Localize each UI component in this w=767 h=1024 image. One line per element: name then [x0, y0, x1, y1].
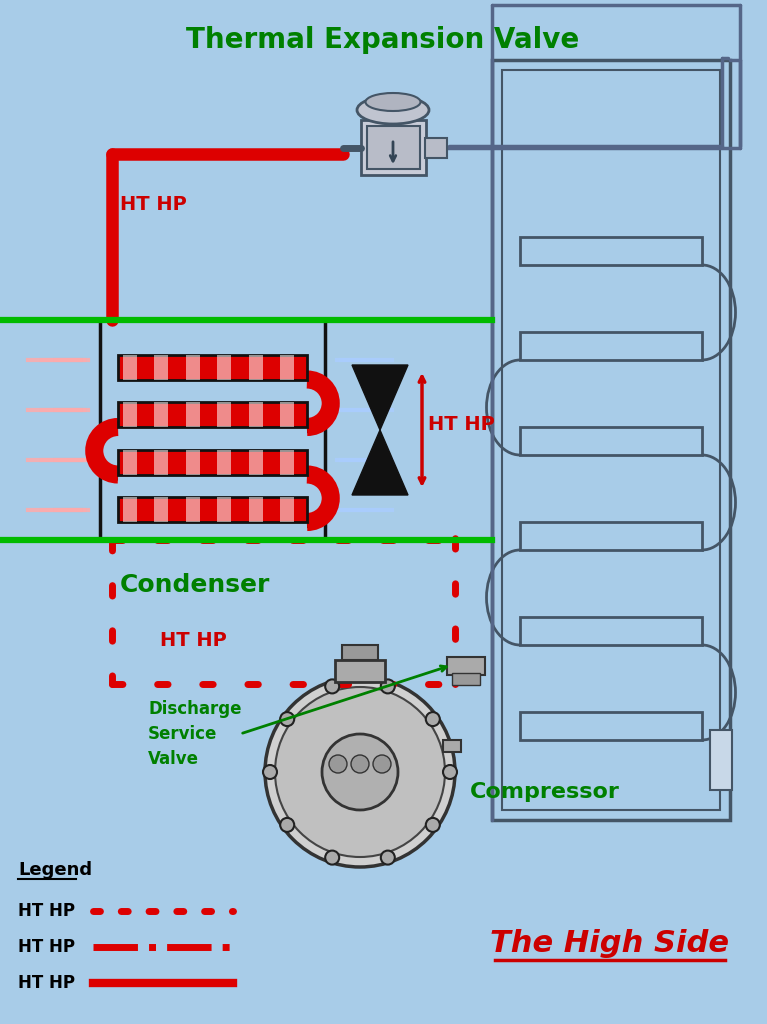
Bar [249, 498, 263, 522]
Text: HT HP: HT HP [18, 902, 75, 920]
Bar [100, 319, 325, 540]
Bar [123, 498, 137, 522]
Bar [520, 712, 702, 740]
Bar [520, 427, 702, 455]
Bar [118, 402, 307, 427]
Bar [217, 450, 232, 474]
Bar [520, 332, 702, 360]
Circle shape [280, 712, 295, 726]
Bar [154, 498, 169, 522]
Polygon shape [352, 365, 408, 430]
Bar [186, 498, 200, 522]
Bar [123, 402, 137, 427]
Text: Legend: Legend [18, 861, 92, 879]
Bar [361, 120, 426, 175]
Text: HT HP: HT HP [18, 938, 75, 956]
Bar [186, 402, 200, 427]
Bar [280, 498, 295, 522]
Bar [520, 237, 702, 265]
Circle shape [325, 679, 339, 693]
Text: HT HP: HT HP [18, 974, 75, 992]
Bar [249, 354, 263, 380]
Bar [123, 450, 137, 474]
Circle shape [380, 851, 395, 864]
Bar [520, 617, 702, 645]
Bar [217, 402, 232, 427]
Bar [280, 450, 295, 474]
Bar [217, 354, 232, 380]
Ellipse shape [357, 96, 429, 124]
Bar [186, 354, 200, 380]
Bar [335, 660, 385, 682]
Circle shape [380, 679, 395, 693]
Bar [186, 450, 200, 474]
Circle shape [329, 755, 347, 773]
Bar [154, 402, 169, 427]
Bar [367, 126, 420, 169]
Circle shape [275, 687, 445, 857]
Circle shape [322, 734, 398, 810]
Bar [443, 740, 461, 752]
Circle shape [443, 765, 457, 779]
Bar [502, 70, 720, 810]
Bar [492, 60, 730, 820]
Circle shape [280, 818, 295, 831]
Circle shape [426, 712, 439, 726]
Text: Compressor: Compressor [470, 782, 620, 802]
Bar [118, 354, 307, 380]
Text: HT HP: HT HP [120, 195, 186, 213]
Text: Condenser: Condenser [120, 573, 271, 597]
Text: Thermal Expansion Valve: Thermal Expansion Valve [186, 26, 580, 54]
Circle shape [373, 755, 391, 773]
Circle shape [351, 755, 369, 773]
Bar [154, 450, 169, 474]
Bar [154, 354, 169, 380]
Ellipse shape [366, 93, 420, 111]
Bar [447, 657, 485, 675]
Text: HT HP: HT HP [160, 631, 227, 649]
Bar [452, 673, 480, 685]
Bar [280, 354, 295, 380]
Bar [520, 522, 702, 550]
Bar [217, 498, 232, 522]
Circle shape [263, 765, 277, 779]
Bar [710, 730, 732, 790]
Bar [280, 402, 295, 427]
Text: HT HP: HT HP [428, 416, 495, 434]
Circle shape [325, 851, 339, 864]
Bar [249, 450, 263, 474]
Bar [123, 354, 137, 380]
Text: Discharge
Service
Valve: Discharge Service Valve [148, 700, 242, 768]
Text: The High Side: The High Side [491, 930, 729, 958]
Bar [425, 138, 447, 158]
Bar [342, 645, 378, 660]
Bar [118, 450, 307, 474]
Circle shape [265, 677, 455, 867]
Bar [249, 402, 263, 427]
Bar [118, 498, 307, 522]
Circle shape [426, 818, 439, 831]
Polygon shape [352, 430, 408, 495]
